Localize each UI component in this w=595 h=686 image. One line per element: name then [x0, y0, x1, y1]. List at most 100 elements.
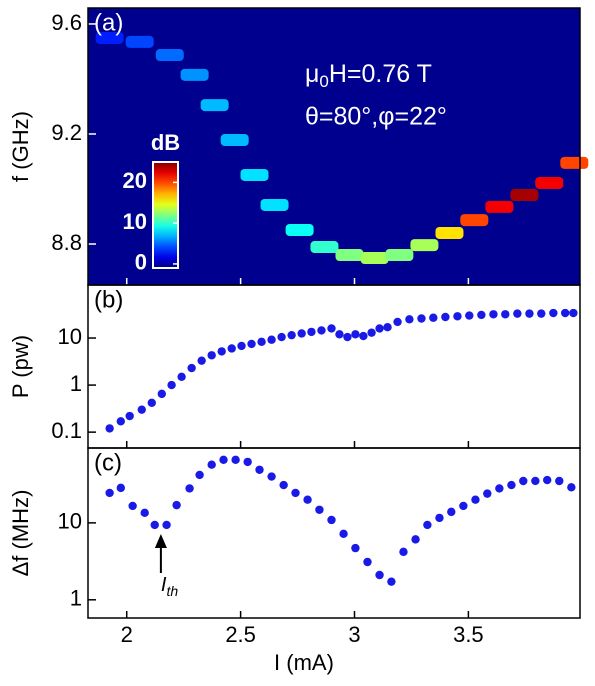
data-point — [327, 515, 336, 525]
data-point — [555, 476, 564, 486]
annotation-part: I — [161, 574, 167, 596]
data-point — [363, 557, 372, 567]
y-tick-label: 1 — [70, 371, 82, 396]
y-axis-label: P (pw) — [8, 335, 33, 398]
data-point — [231, 455, 240, 465]
data-point — [185, 484, 194, 493]
data-point — [531, 476, 540, 486]
plot-frame — [87, 284, 581, 449]
y-axis-label: f (GHz) — [8, 111, 33, 182]
data-point — [393, 317, 402, 327]
data-point — [297, 329, 306, 338]
data-point — [327, 324, 336, 333]
plot-frame — [87, 447, 581, 619]
data-point — [367, 328, 376, 337]
data-point — [501, 310, 510, 319]
data-point — [471, 495, 480, 504]
data-point — [411, 535, 420, 544]
data-point — [447, 507, 456, 517]
annotation-part: 0 — [319, 72, 328, 91]
data-point — [495, 484, 504, 493]
spectrum-peak — [285, 223, 314, 236]
x-tick-label: 3.5 — [453, 622, 484, 647]
data-point — [339, 529, 348, 539]
data-point — [343, 332, 352, 342]
colorbar-tick-label: 0 — [135, 250, 147, 275]
y-tick-label: 9.6 — [51, 10, 82, 35]
colorbar-tick-label: 20 — [123, 168, 147, 193]
data-point — [140, 508, 149, 518]
data-point — [465, 311, 474, 320]
data-point — [335, 330, 344, 339]
colorbar — [152, 161, 179, 269]
data-point — [560, 308, 570, 318]
data-point — [307, 327, 316, 337]
data-point — [197, 356, 206, 365]
spectrum-peak — [485, 200, 514, 213]
data-point — [315, 505, 324, 514]
panel-label: (a) — [94, 9, 123, 36]
data-point — [351, 330, 360, 339]
data-point — [429, 313, 438, 322]
spectrum-peak — [180, 68, 209, 81]
data-point — [137, 405, 146, 414]
data-point — [383, 322, 392, 332]
spectrum-peak — [560, 156, 589, 169]
data-point — [543, 475, 552, 485]
data-point — [128, 501, 137, 511]
data-point — [219, 455, 228, 465]
spectrum-peak — [335, 249, 364, 262]
data-point — [167, 380, 176, 390]
data-point — [255, 465, 264, 474]
data-point — [459, 501, 468, 511]
data-point — [116, 483, 126, 493]
data-point — [423, 520, 432, 530]
y-axis-label: Δf (MHz) — [8, 490, 33, 577]
data-point — [257, 337, 266, 347]
panel-label: (c) — [94, 449, 122, 476]
data-point — [187, 363, 196, 373]
spectrum-peak — [510, 189, 539, 202]
data-point — [125, 411, 134, 421]
spectrum-peak — [385, 249, 414, 262]
data-point — [351, 543, 360, 553]
panel-label: (b) — [94, 286, 123, 313]
spectrum-peak — [435, 227, 464, 240]
annotation-part: μ — [305, 60, 319, 88]
data-point — [435, 513, 444, 523]
y-tick-label: 0.1 — [51, 418, 82, 443]
colorbar-tick-label: 10 — [123, 209, 147, 234]
colorbar-label: dB — [151, 130, 180, 155]
data-point — [217, 347, 226, 356]
spectrum-peak — [240, 168, 269, 181]
data-point — [162, 520, 171, 530]
data-point — [116, 417, 126, 426]
data-point — [569, 308, 578, 318]
data-point — [279, 480, 288, 490]
data-point — [375, 324, 384, 333]
data-point — [150, 520, 159, 530]
spectrum-peak — [200, 99, 229, 112]
data-point — [441, 312, 450, 322]
data-point — [267, 335, 276, 344]
data-point — [177, 372, 186, 381]
annotation-part: H=0.76 T — [329, 60, 432, 88]
spectrum-peak — [260, 198, 289, 211]
data-point — [567, 483, 576, 492]
data-point — [359, 331, 368, 341]
data-point — [157, 389, 166, 399]
annotation-part: th — [166, 583, 178, 599]
data-point — [303, 495, 312, 504]
data-point — [105, 424, 114, 433]
x-axis-label: I (mA) — [274, 650, 334, 675]
data-point — [172, 500, 181, 510]
data-point — [207, 351, 216, 360]
data-point — [195, 470, 204, 480]
data-point — [513, 309, 522, 318]
data-point — [477, 310, 486, 320]
data-point — [105, 488, 114, 498]
data-point — [227, 344, 236, 353]
spectrum-peak — [125, 35, 154, 48]
y-tick-label: 10 — [58, 324, 82, 349]
